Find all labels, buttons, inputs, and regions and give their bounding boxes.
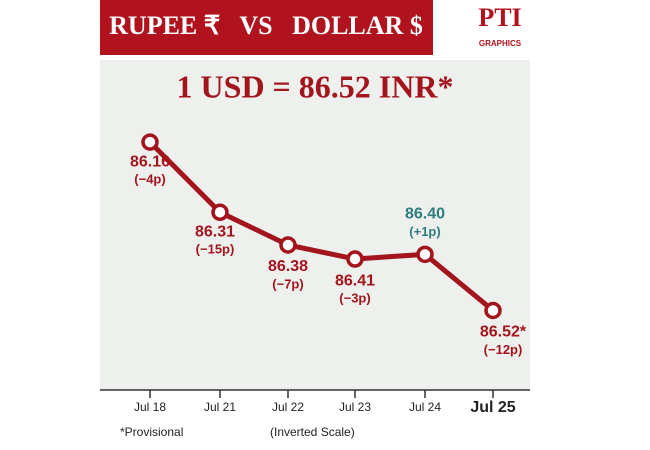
note: *Provisional	[120, 425, 183, 439]
change-label: (−12p)	[484, 342, 523, 357]
value-label: 86.38	[268, 258, 308, 275]
point	[141, 133, 159, 151]
value-label: 86.52*	[480, 324, 527, 341]
value-label: 86.31	[195, 223, 235, 240]
change-label: (−15p)	[196, 242, 235, 257]
axis-note: (Inverted Scale)	[270, 425, 355, 439]
value-label: 86.40	[405, 206, 445, 223]
line	[148, 140, 495, 313]
point	[279, 236, 297, 254]
logo-sub: GRAPHICS	[479, 39, 522, 48]
chart-title: 1 USD = 86.52 INR*	[177, 68, 454, 104]
change-label: (−4p)	[134, 172, 165, 187]
x-tick-label: Jul 22	[272, 400, 304, 414]
point	[346, 250, 364, 268]
point	[484, 301, 502, 320]
x-tick-label: Jul 18	[134, 400, 166, 414]
header-title: RUPEE ₹ VS DOLLAR $	[109, 11, 423, 40]
x-tick-label: Jul 24	[409, 400, 441, 414]
point	[211, 203, 229, 222]
x-tick-label: Jul 21	[204, 400, 236, 414]
currency-background	[100, 60, 530, 390]
change-label: (−7p)	[272, 276, 303, 291]
header-banner	[100, 0, 433, 55]
point	[416, 245, 434, 264]
value-label: 86.16	[130, 153, 170, 170]
change-label: (+1p)	[409, 224, 440, 239]
logo: PTI	[478, 3, 521, 32]
x-tick-label: Jul 23	[339, 400, 371, 414]
value-label: 86.41	[335, 272, 375, 289]
change-label: (−3p)	[339, 290, 370, 305]
x-tick-label: Jul 25	[470, 399, 515, 416]
